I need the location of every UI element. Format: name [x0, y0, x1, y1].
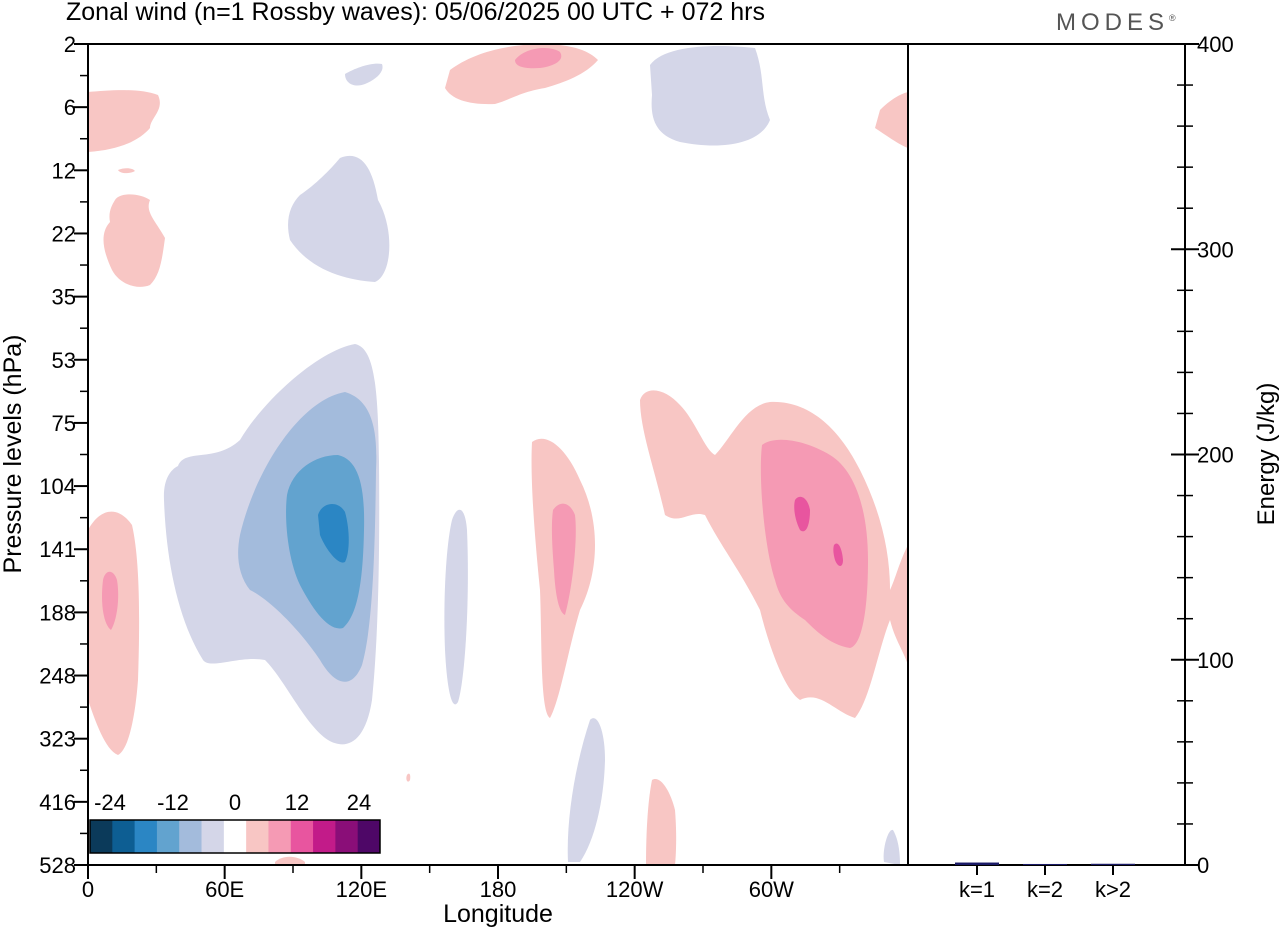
y-tick-label: 323 — [39, 727, 76, 752]
x-tick-label: 60E — [205, 877, 244, 902]
y-tick-label: 188 — [39, 600, 76, 625]
colorbar-swatch — [112, 820, 136, 853]
colorbar-swatch — [268, 820, 292, 853]
energy-bar-k>2 — [1091, 863, 1135, 865]
y-tick-label: 12 — [52, 158, 76, 183]
y-tick-label: 141 — [39, 537, 76, 562]
y-tick-label: 75 — [52, 411, 76, 436]
colorbar-swatch — [357, 820, 381, 853]
colorbar-swatch — [246, 820, 269, 853]
x-tick-label: 0 — [82, 877, 94, 902]
colorbar-swatch — [134, 820, 158, 853]
contour-plot: -24 -12 0 12 24 0 60E 120E 180 120W 60W 2 6 12 22 35 5… — [0, 32, 909, 928]
energy-tick-label: 100 — [1197, 648, 1234, 673]
colorbar-swatch — [90, 820, 113, 853]
contours-pos-12 — [794, 496, 843, 566]
colorbar-legend: -24 -12 0 12 24 — [89, 790, 381, 854]
y-tick-label: 53 — [52, 348, 76, 373]
colorbar-label: 24 — [347, 790, 371, 815]
y-tick-label: 104 — [39, 474, 76, 499]
energy-tick-label: 200 — [1197, 443, 1234, 468]
contours-pos-8 — [101, 48, 868, 648]
x-axis-label: Longitude — [443, 900, 553, 928]
y-axis-label: Pressure levels (hPa) — [0, 335, 27, 574]
y-tick-label: 528 — [39, 853, 76, 878]
colorbar-frame — [89, 819, 381, 854]
brand-logo: MODES® — [1056, 9, 1176, 36]
x-tick-label: 120W — [606, 877, 664, 902]
colorbar-swatch — [201, 820, 225, 853]
x-tick-label: 180 — [480, 877, 517, 902]
x-axis: 0 60E 120E 180 120W 60W — [82, 865, 841, 902]
y-tick-label: 2 — [64, 32, 76, 57]
contours-neg-20 — [318, 504, 349, 563]
energy-bar-k=1 — [955, 862, 999, 865]
colorbar-label: 12 — [285, 790, 309, 815]
energy-bar-label: k=2 — [1027, 877, 1063, 902]
colorbar-swatch — [313, 820, 336, 853]
energy-axis: 0 100 200 300 400 — [1171, 32, 1234, 878]
y-axis: 2 6 12 22 35 53 75 104 141 188 248 323 416 528 — [39, 32, 88, 878]
chart-title: Zonal wind (n=1 Rossby waves): 05/06/202… — [66, 0, 765, 26]
energy-panel: k=1 k=2 k>2 0 100 200 300 400 Energy (J/kg) — [908, 32, 1280, 902]
energy-tick-label: 0 — [1197, 853, 1209, 878]
colorbar-label: 0 — [229, 790, 241, 815]
x-tick-label: 60W — [749, 877, 794, 902]
colorbar-swatch — [335, 820, 359, 853]
colorbar-swatch — [290, 820, 314, 853]
colorbar-label: -24 — [94, 790, 126, 815]
y-tick-label: 248 — [39, 664, 76, 689]
colorbar-swatch — [156, 820, 180, 853]
y-tick-label: 22 — [52, 221, 76, 246]
colorbar-swatch — [179, 820, 203, 853]
colorbar-swatch — [223, 820, 247, 853]
energy-bars: k=1 k=2 k>2 — [955, 862, 1135, 902]
energy-bar-label: k=1 — [959, 877, 995, 902]
y-tick-label: 6 — [64, 95, 76, 120]
energy-bar-k=2 — [1023, 863, 1067, 865]
energy-tick-label: 400 — [1197, 32, 1234, 57]
y-tick-label: 416 — [39, 790, 76, 815]
energy-axis-label: Energy (J/kg) — [1253, 383, 1280, 526]
y-tick-label: 35 — [52, 285, 76, 310]
x-tick-label: 120E — [336, 877, 387, 902]
energy-tick-label: 300 — [1197, 237, 1234, 262]
energy-bar-label: k>2 — [1095, 877, 1131, 902]
colorbar-label: -12 — [157, 790, 189, 815]
